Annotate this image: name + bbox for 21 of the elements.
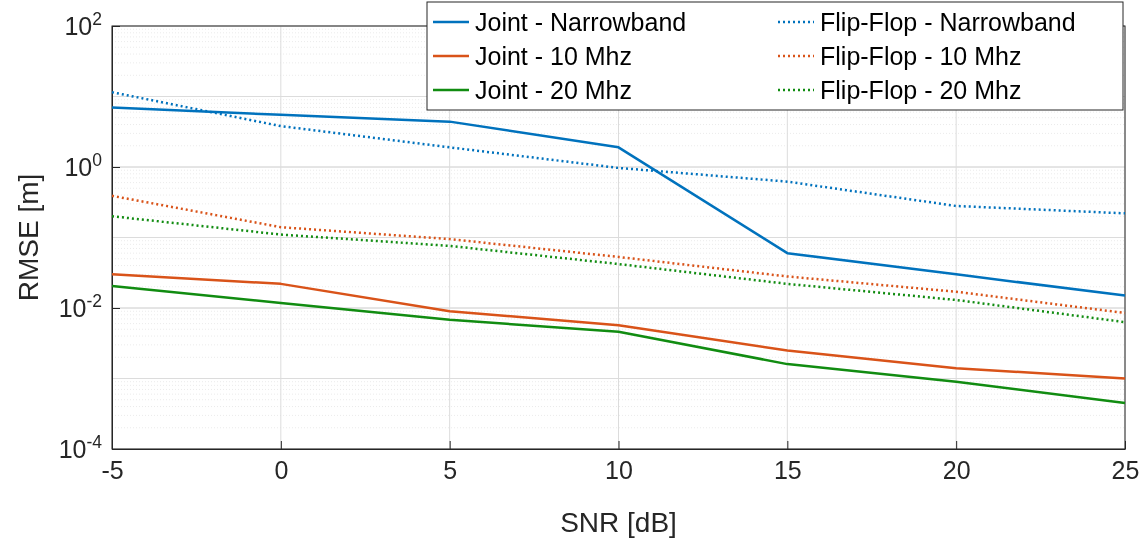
line-series: [110, 273, 1127, 380]
x-tick-label: 10: [605, 455, 633, 484]
x-tick-label: 0: [274, 455, 289, 484]
legend-label: Flip-Flop - Narrowband: [820, 8, 1076, 36]
y-tick-label: 10$^{-4}$: [58, 431, 103, 463]
x-tick-label: 15: [773, 455, 802, 484]
y-tick-label: 10$^{0}$: [64, 149, 103, 181]
legend-label: Flip-Flop - 20 Mhz: [820, 76, 1022, 104]
legend-label: Joint - Narrowband: [475, 8, 687, 36]
legend-label: Joint - 10 Mhz: [475, 42, 633, 70]
x-tick-label: 25: [1111, 455, 1140, 484]
legend-label: Flip-Flop - 10 Mhz: [820, 42, 1022, 70]
y-tick-label: 10$^{-2}$: [58, 290, 102, 322]
x-tick-label: 20: [942, 455, 971, 484]
y-axis-title: RMSE [m]: [13, 173, 44, 302]
y-tick-label: 10$^{2}$: [64, 8, 102, 40]
line-series: [110, 284, 1127, 405]
x-tick-label: 5: [443, 455, 458, 484]
x-axis-title: SNR [dB]: [560, 507, 677, 538]
x-tick-label: -5: [101, 455, 124, 484]
legend-label: Joint - 20 Mhz: [475, 76, 633, 104]
